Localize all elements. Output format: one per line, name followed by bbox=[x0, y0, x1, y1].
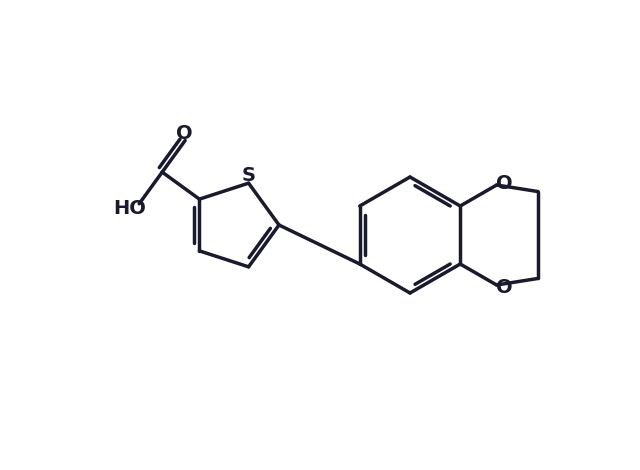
Text: O: O bbox=[176, 124, 193, 143]
Text: O: O bbox=[496, 277, 513, 297]
Text: HO: HO bbox=[113, 199, 146, 218]
Text: S: S bbox=[241, 165, 255, 185]
Text: O: O bbox=[496, 173, 513, 193]
